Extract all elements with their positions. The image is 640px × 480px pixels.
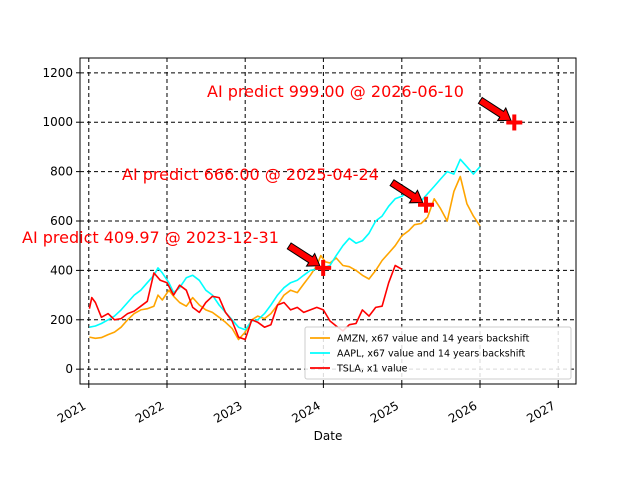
annotation-label: AI predict 999.00 @ 2026-06-10 bbox=[207, 82, 464, 101]
x-tick-label: 2026 bbox=[446, 398, 479, 425]
series-line-0 bbox=[89, 175, 481, 341]
annotation-label: AI predict 666.00 @ 2025-04-24 bbox=[122, 165, 379, 184]
x-tick-label: 2025 bbox=[368, 398, 401, 425]
series-line-2 bbox=[88, 264, 403, 341]
legend: AMZN, x67 value and 14 years backshift AA… bbox=[304, 326, 572, 380]
y-tick-label: 600 bbox=[50, 214, 73, 228]
annotation-arrow bbox=[389, 179, 424, 204]
annotations: AI predict 409.97 @ 2023-12-31 AI predict… bbox=[22, 82, 523, 276]
annotation-arrow bbox=[286, 242, 321, 267]
legend-entry: AMZN, x67 value and 14 years backshift bbox=[337, 334, 530, 345]
y-tick-label: 0 bbox=[65, 362, 73, 376]
annotation-1: AI predict 666.00 @ 2025-04-24 bbox=[122, 165, 435, 213]
x-axis-title: Date bbox=[314, 429, 343, 443]
legend-entry: TSLA, x1 value bbox=[336, 364, 408, 375]
x-axis: 2021 2022 2023 2024 2025 2026 2027 bbox=[55, 384, 559, 426]
x-tick-label: 2022 bbox=[133, 398, 166, 425]
annotation-0: AI predict 409.97 @ 2023-12-31 bbox=[22, 228, 332, 276]
annotation-2: AI predict 999.00 @ 2026-06-10 bbox=[207, 82, 523, 131]
y-tick-label: 1200 bbox=[42, 66, 73, 80]
x-tick-label: 2027 bbox=[524, 398, 557, 425]
grid bbox=[80, 58, 576, 384]
y-tick-label: 800 bbox=[50, 165, 73, 179]
y-tick-label: 1000 bbox=[42, 115, 73, 129]
legend-entry: AAPL, x67 value and 14 years backshift bbox=[337, 349, 526, 360]
series-layer bbox=[88, 158, 481, 341]
x-tick-label: 2024 bbox=[289, 398, 322, 425]
x-tick-label: 2023 bbox=[211, 398, 244, 425]
annotation-arrow bbox=[477, 96, 512, 122]
legend-box bbox=[304, 326, 572, 380]
y-tick-label: 400 bbox=[50, 263, 73, 277]
y-axis: 0 200 400 600 800 1000 1200 bbox=[42, 66, 80, 376]
annotation-label: AI predict 409.97 @ 2023-12-31 bbox=[22, 228, 279, 247]
y-tick-label: 200 bbox=[50, 313, 73, 327]
x-tick-label: 2021 bbox=[55, 398, 88, 425]
